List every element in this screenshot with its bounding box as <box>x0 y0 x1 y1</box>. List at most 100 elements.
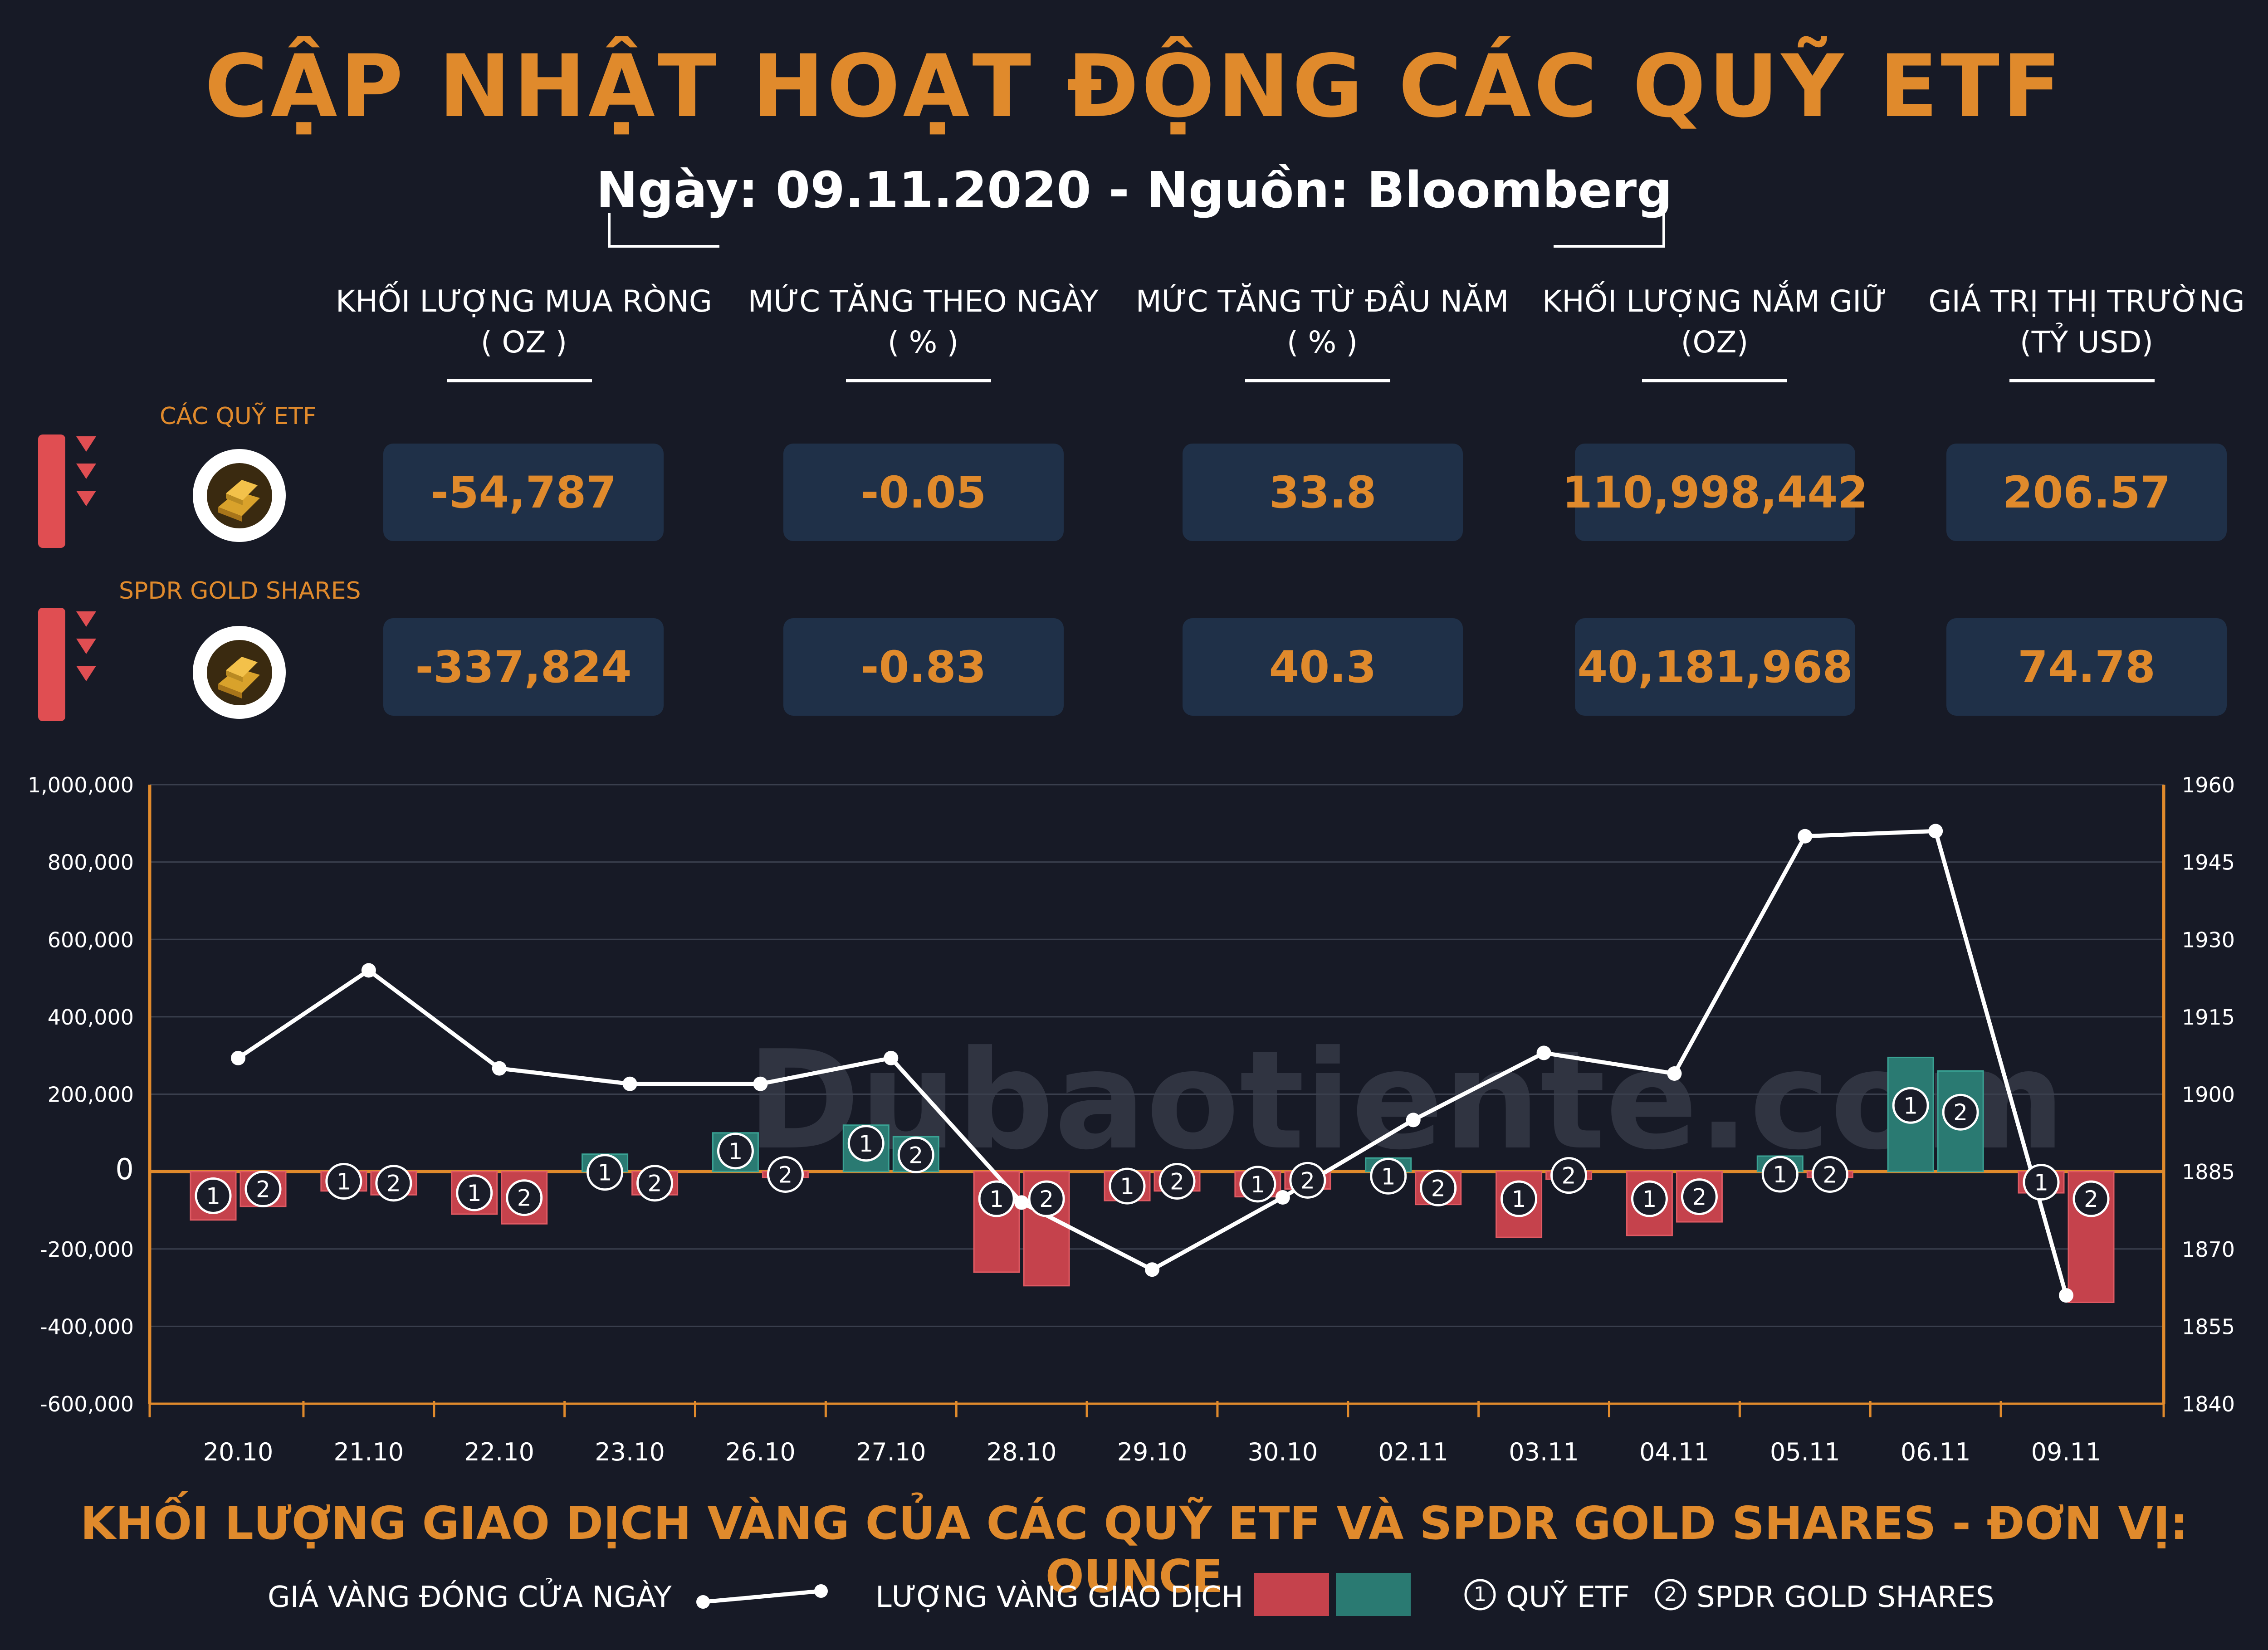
bar-marker-label: 1 <box>859 1131 873 1157</box>
x-tick-label: 04.11 <box>1639 1438 1710 1466</box>
decline-indicator-icon <box>38 608 65 721</box>
legend-marker-2-label: SPDR GOLD SHARES <box>1696 1581 1994 1614</box>
bar-marker-2 <box>897 1136 934 1173</box>
y-left-tick-label: 1,000,000 <box>28 773 134 797</box>
column-label: GIÁ TRỊ THỊ TRƯỜNG <box>1928 284 2245 319</box>
down-arrow-icon <box>76 491 96 506</box>
legend-marker-1-label: QUỸ ETF <box>1506 1581 1630 1614</box>
down-arrow-icon <box>76 436 96 452</box>
x-tick-label: 29.10 <box>1117 1438 1188 1466</box>
bar-marker-label: 2 <box>256 1176 270 1203</box>
bar-marker-label: 1 <box>598 1160 612 1186</box>
column-header-market-value: GIÁ TRỊ THỊ TRƯỜNG (TỶ USD) <box>1882 281 2268 363</box>
spdr-daily-change-value: -0.83 <box>783 618 1064 716</box>
column-underline <box>447 379 592 382</box>
gold-price-point <box>361 963 376 978</box>
bar-marker-label: 1 <box>337 1168 351 1195</box>
bar-marker-label: 2 <box>386 1171 401 1197</box>
bar-marker-label: 2 <box>1692 1184 1707 1211</box>
bar-marker-label: 2 <box>1170 1168 1184 1195</box>
y-right-tick-label: 1900 <box>2182 1083 2235 1107</box>
bar-marker-2 <box>1289 1162 1326 1199</box>
column-header-daily-change: MỨC TĂNG THEO NGÀY ( % ) <box>719 281 1127 363</box>
bar-marker-1 <box>1501 1180 1538 1217</box>
bar-marker-label: 1 <box>1903 1093 1918 1119</box>
y-right-tick-label: 1930 <box>2182 928 2235 952</box>
gold-price-point <box>1275 1190 1290 1205</box>
column-underline <box>1642 379 1787 382</box>
bar-marker-1 <box>1892 1087 1929 1124</box>
x-tick-label: 23.10 <box>595 1438 665 1466</box>
x-tick-label: 09.11 <box>2031 1438 2102 1466</box>
bar-marker-2 <box>1942 1093 1979 1131</box>
x-tick-label: 27.10 <box>856 1438 926 1466</box>
gold-price-point <box>753 1076 768 1091</box>
bar-marker-1 <box>1109 1167 1146 1205</box>
legend-line-swatch <box>696 1584 828 1609</box>
column-unit: (OZ) <box>1681 325 1749 360</box>
column-underline <box>846 379 991 382</box>
gold-price-point <box>1145 1262 1159 1277</box>
column-unit: ( OZ ) <box>480 325 567 360</box>
x-tick-label: 03.11 <box>1509 1438 1579 1466</box>
etf-holdings-value: 110,998,442 <box>1562 444 1868 541</box>
bar-marker-1 <box>195 1177 232 1214</box>
bar-marker-label: 2 <box>648 1171 662 1197</box>
bar-marker-2 <box>1028 1180 1065 1217</box>
gold-price-point <box>1406 1113 1421 1128</box>
column-underline <box>1245 379 1390 382</box>
etf-net-buy-value: -54,787 <box>383 444 664 541</box>
etf-market-value: 206.57 <box>1946 444 2227 541</box>
bar-marker-1 <box>1631 1180 1668 1217</box>
bar-marker-1 <box>1239 1166 1276 1203</box>
bar-marker-label: 1 <box>467 1180 482 1206</box>
y-left-tick-label: 200,000 <box>48 1083 134 1107</box>
subtitle-bracket-left <box>608 213 719 248</box>
bar-marker-label: 2 <box>1431 1175 1446 1201</box>
x-tick-label: 28.10 <box>987 1438 1057 1466</box>
bar-marker-2 <box>506 1179 543 1216</box>
y-right-tick-label: 1840 <box>2182 1392 2235 1416</box>
etf-ytd-change-value: 33.8 <box>1183 444 1463 541</box>
down-arrow-icon <box>76 611 96 627</box>
bar-marker-2 <box>375 1165 412 1202</box>
y-left-tick-label: -200,000 <box>40 1237 134 1262</box>
bar-marker-2 <box>1681 1178 1718 1216</box>
column-label: KHỐI LƯỢNG NẮM GIỮ <box>1542 284 1887 319</box>
bar-marker-1 <box>978 1180 1015 1217</box>
subtitle-bracket-right <box>1554 213 1665 248</box>
bar-marker-label: 2 <box>2084 1186 2098 1212</box>
y-right-tick-label: 1870 <box>2182 1237 2235 1262</box>
bar-marker-2 <box>1158 1162 1196 1200</box>
bar-marker-label: 2 <box>1039 1186 1054 1212</box>
bar-marker-label: 1 <box>2034 1170 2048 1196</box>
spdr-ytd-change-value: 40.3 <box>1183 618 1463 716</box>
x-tick-label: 05.11 <box>1770 1438 1840 1466</box>
bar-marker-1 <box>847 1125 885 1162</box>
gold-price-point <box>492 1061 507 1076</box>
row-label-spdr: SPDR GOLD SHARES <box>119 577 361 605</box>
column-header-holdings: KHỐI LƯỢNG NẮM GIỮ (OZ) <box>1510 281 1919 363</box>
bar-marker-label: 2 <box>1953 1099 1968 1126</box>
gold-price-point <box>1798 829 1813 844</box>
legend-line-label: GIÁ VÀNG ĐÓNG CỬA NGÀY <box>268 1581 672 1614</box>
gold-price-point <box>884 1050 899 1065</box>
legend-marker-2-text: 2 <box>1664 1583 1677 1606</box>
column-label: MỨC TĂNG THEO NGÀY <box>748 284 1099 319</box>
y-right-tick-label: 1885 <box>2182 1160 2235 1184</box>
column-unit: ( % ) <box>1286 325 1358 360</box>
spdr-holdings-value: 40,181,968 <box>1575 618 1855 716</box>
gold-price-point <box>1667 1066 1682 1081</box>
y-left-tick-label: 600,000 <box>48 928 134 952</box>
legend-positive-swatch <box>1336 1573 1411 1616</box>
y-left-tick-label: -600,000 <box>40 1392 134 1416</box>
gold-price-point <box>622 1076 637 1091</box>
bar-marker-label: 2 <box>778 1162 793 1188</box>
gold-price-point <box>1536 1045 1551 1060</box>
x-tick-label: 06.11 <box>1901 1438 1971 1466</box>
bar-marker-label: 2 <box>909 1142 923 1168</box>
y-left-tick-label: 0 <box>115 1153 134 1186</box>
x-tick-label: 21.10 <box>334 1438 404 1466</box>
gold-price-point <box>2059 1288 2073 1303</box>
bar-marker-label: 1 <box>1512 1186 1526 1212</box>
